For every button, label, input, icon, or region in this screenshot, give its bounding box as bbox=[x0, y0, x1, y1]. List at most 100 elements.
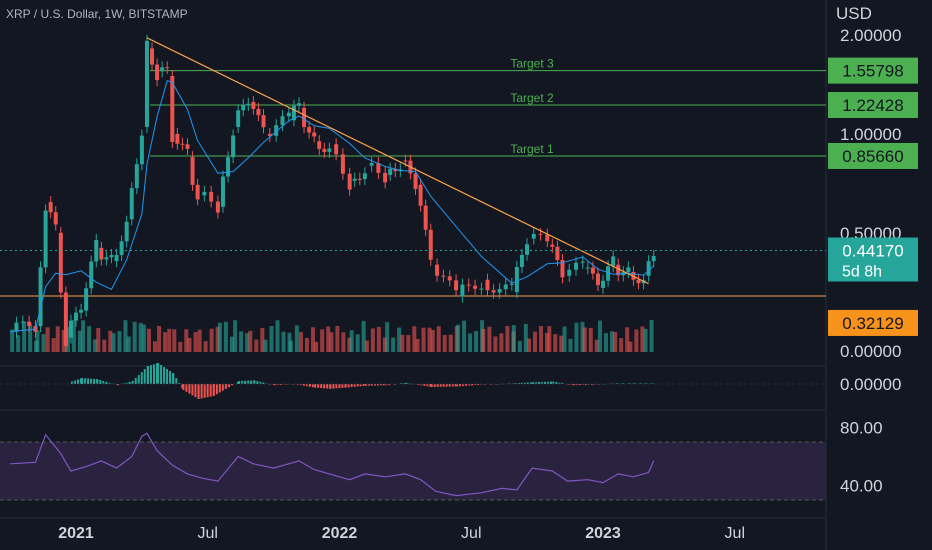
candle-body bbox=[202, 191, 207, 196]
macd-bar bbox=[584, 384, 587, 385]
volume-bar bbox=[421, 327, 426, 352]
macd-bar bbox=[197, 384, 200, 399]
candle-body bbox=[261, 115, 266, 128]
candle-body bbox=[435, 264, 440, 276]
volume-bar bbox=[102, 339, 107, 352]
volume-bar bbox=[474, 331, 479, 352]
volume-bar bbox=[634, 329, 639, 352]
x-axis-tick: 2022 bbox=[322, 525, 358, 542]
candle-body bbox=[514, 266, 519, 293]
macd-bar bbox=[262, 382, 265, 384]
volume-bar bbox=[347, 337, 352, 352]
macd-bar bbox=[212, 384, 215, 396]
volume-axis-label: 0.00000 bbox=[840, 342, 901, 361]
candle-body bbox=[413, 173, 418, 189]
volume-bar bbox=[539, 326, 544, 352]
candle-body bbox=[423, 205, 428, 230]
candle-body bbox=[20, 321, 25, 323]
macd-bar bbox=[149, 365, 152, 384]
volume-bar bbox=[619, 338, 624, 352]
macd-axis-label: 0.00000 bbox=[840, 375, 901, 394]
candle-body bbox=[180, 143, 185, 145]
macd-bar bbox=[305, 384, 308, 387]
macd-bar bbox=[532, 382, 535, 384]
candle-body bbox=[473, 285, 478, 289]
candle-body bbox=[388, 168, 393, 175]
macd-bar bbox=[550, 381, 553, 384]
macd-bar bbox=[131, 381, 134, 384]
rsi-line bbox=[10, 432, 655, 497]
candle-body bbox=[185, 144, 190, 149]
last-price-value: 0.44170 bbox=[842, 242, 903, 261]
volume-bar bbox=[568, 338, 573, 352]
macd-bar bbox=[471, 384, 474, 386]
macd-bar bbox=[152, 364, 155, 384]
candle-body bbox=[43, 210, 48, 268]
volume-bar bbox=[364, 340, 369, 352]
volume-bar bbox=[326, 326, 331, 352]
volume-bar bbox=[245, 333, 250, 352]
macd-bar bbox=[108, 382, 111, 384]
volume-bar bbox=[215, 326, 220, 352]
macd-bar bbox=[116, 384, 119, 386]
candle-body bbox=[144, 40, 149, 127]
macd-bar bbox=[459, 384, 462, 387]
macd-bar bbox=[379, 384, 382, 386]
macd-bar bbox=[206, 384, 209, 398]
volume-bar bbox=[187, 337, 192, 352]
macd-bar bbox=[70, 381, 73, 384]
volume-bar bbox=[456, 324, 461, 352]
candle-body bbox=[580, 261, 585, 263]
candle-body bbox=[340, 154, 345, 174]
macd-bar bbox=[291, 384, 294, 385]
macd-bar bbox=[238, 381, 241, 384]
macd-bar bbox=[87, 378, 90, 384]
candle-body bbox=[567, 269, 572, 276]
candle-body bbox=[636, 279, 641, 284]
volume-bar bbox=[152, 341, 157, 352]
candle-body bbox=[441, 275, 446, 277]
candle-body bbox=[418, 184, 423, 206]
candle-body bbox=[104, 257, 109, 260]
candle-body bbox=[307, 127, 312, 133]
macd-bar bbox=[350, 384, 353, 388]
macd-bar bbox=[578, 384, 581, 386]
candle-body bbox=[274, 125, 279, 136]
macd-bar bbox=[388, 384, 391, 385]
macd-bar bbox=[191, 384, 194, 396]
moving-average-line bbox=[10, 80, 655, 333]
volume-bar bbox=[335, 326, 340, 352]
x-axis-tick: Jul bbox=[725, 525, 745, 542]
candle-body bbox=[460, 284, 465, 297]
volume-bar bbox=[123, 320, 128, 352]
macd-bar bbox=[157, 363, 160, 384]
candle-body bbox=[99, 247, 104, 260]
macd-bar bbox=[394, 384, 397, 385]
macd-bar bbox=[598, 384, 601, 385]
candle-body bbox=[58, 232, 63, 293]
macd-bar bbox=[429, 384, 432, 387]
candle-body bbox=[89, 261, 94, 289]
volume-bar bbox=[61, 329, 66, 352]
candle-body bbox=[383, 172, 388, 183]
macd-bar bbox=[194, 384, 197, 398]
macd-bar bbox=[122, 383, 125, 385]
macd-bar bbox=[224, 384, 227, 389]
candle-body bbox=[590, 267, 595, 274]
volume-bar bbox=[349, 330, 354, 352]
macd-bar bbox=[547, 381, 550, 384]
macd-bar bbox=[143, 369, 146, 384]
volume-bar bbox=[81, 320, 86, 352]
x-axis-tick: Jul bbox=[198, 525, 218, 542]
volume-bar bbox=[481, 328, 486, 352]
candle-body bbox=[246, 103, 251, 106]
candle-body bbox=[134, 164, 139, 189]
candle-body bbox=[525, 244, 530, 255]
volume-bar bbox=[233, 320, 238, 352]
volume-bar bbox=[197, 329, 202, 352]
candle-body bbox=[646, 261, 651, 276]
macd-bar bbox=[332, 384, 335, 389]
volume-bar bbox=[157, 326, 162, 352]
volume-bar bbox=[609, 331, 614, 352]
